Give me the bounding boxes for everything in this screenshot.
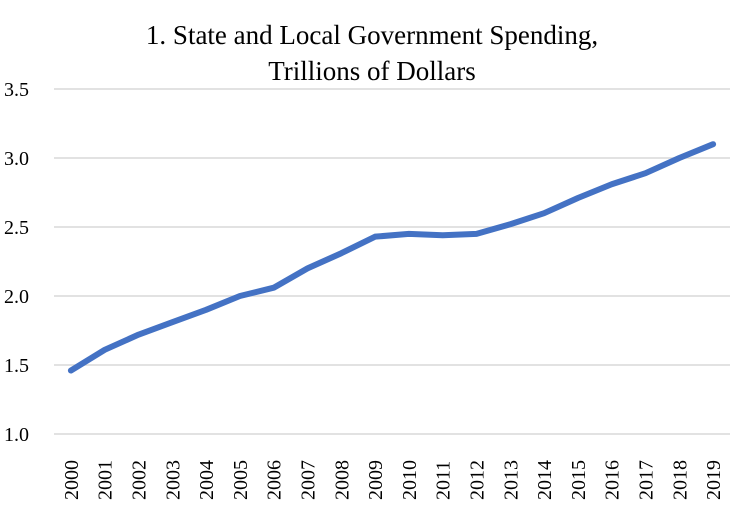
y-tick-label: 3.0 (4, 148, 29, 170)
x-tick-label: 2013 (500, 460, 522, 500)
x-tick-label: 2009 (365, 460, 387, 500)
chart-title-line-1: 1. State and Local Government Spending, (146, 20, 598, 50)
gridlines (54, 88, 730, 435)
x-tick-label: 2003 (162, 460, 184, 500)
x-tick-label: 2001 (95, 460, 117, 500)
series-group (67, 141, 717, 374)
x-tick-label: 2002 (129, 460, 151, 500)
x-tick-label: 2006 (264, 460, 286, 500)
x-tick-label: 2011 (433, 461, 455, 500)
y-tick-label: 3.5 (4, 79, 29, 101)
x-tick-label: 2007 (298, 460, 320, 500)
y-tick-label: 2.0 (4, 286, 29, 308)
x-tick-label: 2017 (636, 460, 658, 500)
y-tick-label: 1.5 (4, 355, 29, 377)
x-tick-label: 2015 (568, 460, 590, 500)
x-tick-label: 2018 (669, 460, 691, 500)
y-tick-label: 1.0 (4, 424, 29, 446)
x-tick-label: 2004 (196, 460, 218, 500)
x-axis-ticks: 2000 2001 2002 2003 2004 2005 2006 2007 2008 2009… (61, 460, 725, 500)
x-tick-label: 2008 (331, 460, 353, 500)
x-tick-label: 2016 (602, 460, 624, 500)
x-tick-label: 2012 (467, 460, 489, 500)
x-tick-label: 2014 (534, 460, 556, 500)
x-tick-label: 2010 (399, 460, 421, 500)
y-tick-label: 2.5 (4, 217, 29, 239)
series-line (67, 141, 717, 374)
y-axis-ticks: 1.0 1.5 2.0 2.5 3.0 3.5 (4, 79, 29, 446)
x-tick-label: 2000 (61, 460, 83, 500)
x-tick-label: 2005 (230, 460, 252, 500)
chart-title-line-2: Trillions of Dollars (268, 56, 476, 86)
x-tick-label: 2019 (703, 460, 725, 500)
